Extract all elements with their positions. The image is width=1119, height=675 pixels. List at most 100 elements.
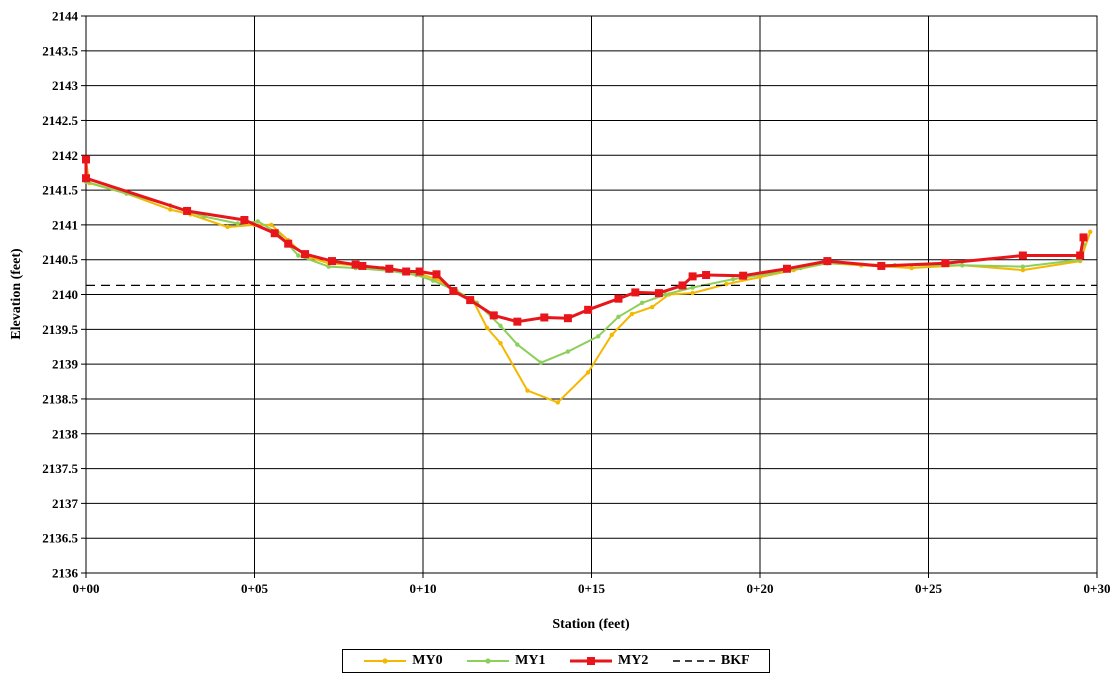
cross-section-chart: 2136 2136.5 2137 2137.5 2138 2138.5 2139 2139.5… (9, 9, 1111, 633)
data-point-my2 (540, 313, 549, 322)
data-point-my1 (235, 221, 240, 226)
y-tick-label: 2138 (52, 426, 79, 441)
data-point-my1 (498, 323, 503, 329)
data-point-my2 (782, 264, 791, 273)
data-point-my2 (82, 155, 90, 164)
y-tick-label: 2144 (52, 9, 79, 24)
legend-swatch-my0 (364, 658, 407, 664)
data-point-my0 (629, 311, 635, 317)
y-tick-label: 2140.5 (42, 252, 78, 267)
data-point-my2 (270, 229, 279, 238)
data-point-my2 (614, 294, 623, 303)
data-point-my1 (430, 278, 436, 283)
data-point-my0 (269, 222, 274, 228)
x-tick-label: 0+00 (73, 581, 100, 596)
data-point-my0 (1088, 229, 1093, 235)
data-point-my0 (690, 290, 695, 296)
data-point-my2 (877, 261, 886, 270)
y-tick-label: 2138.5 (42, 391, 78, 406)
y-tick-label: 2142 (52, 148, 78, 163)
legend-label-my2: MY2 (618, 653, 649, 668)
y-tick-label: 2140 (52, 287, 78, 302)
data-point-my0 (555, 400, 560, 405)
data-point-my0 (1020, 267, 1026, 273)
data-point-my1 (1020, 264, 1026, 269)
y-tick-label: 2137.5 (42, 461, 78, 476)
data-point-my2 (654, 289, 663, 298)
data-point-my2 (358, 261, 367, 270)
x-axis-title: Station (feet) (552, 617, 630, 632)
data-point-my1 (565, 349, 571, 354)
data-point-my0 (525, 388, 530, 393)
data-point-my2 (1076, 251, 1085, 260)
x-tick-label: 0+10 (410, 581, 437, 596)
data-point-my1 (326, 264, 331, 269)
data-point-my2 (688, 272, 697, 281)
legend-item-bkf: BKF (671, 653, 750, 669)
data-point-my1 (960, 263, 965, 268)
y-tick-label: 2136 (52, 566, 79, 581)
legend-swatch-my2 (570, 657, 613, 665)
data-point-my2 (631, 288, 640, 297)
y-tick-label: 2136.5 (42, 531, 78, 546)
data-point-my2 (563, 314, 572, 323)
legend-item-my1: MY1 (465, 653, 545, 669)
x-tick-label: 0+25 (915, 581, 942, 596)
data-point-my1 (690, 285, 695, 290)
x-tick-label: 0+05 (241, 581, 268, 596)
data-point-my2 (584, 305, 593, 314)
data-point-my2 (823, 257, 832, 266)
data-point-my0 (168, 207, 173, 212)
data-point-my0 (724, 281, 729, 287)
data-point-my2 (301, 250, 310, 259)
data-point-my2 (466, 296, 475, 305)
data-point-my1 (515, 342, 520, 347)
data-point-my0 (484, 325, 490, 331)
data-point-my2 (415, 267, 424, 276)
data-point-my2 (1018, 251, 1027, 260)
data-point-my2 (449, 287, 458, 296)
data-point-my2 (1079, 233, 1088, 242)
y-axis-title: Elevation (feet) (9, 248, 24, 340)
y-tick-label: 2143.5 (42, 43, 78, 58)
data-point-my0 (609, 332, 614, 338)
data-point-my2 (328, 257, 337, 266)
y-tick-label: 2141 (52, 217, 78, 232)
x-tick-label: 0+30 (1084, 581, 1111, 596)
legend-label-my1: MY1 (515, 653, 546, 668)
data-point-my2 (240, 216, 249, 225)
data-point-my2 (678, 281, 687, 290)
series-my2 (82, 155, 1088, 326)
legend-swatch-bkf (672, 660, 715, 662)
data-point-my1 (538, 360, 544, 365)
data-point-my1 (255, 219, 261, 224)
data-point-my2 (402, 267, 411, 276)
data-point-my2 (941, 259, 950, 268)
series-my1 (83, 179, 1086, 365)
series-group (82, 155, 1097, 405)
x-tick-label: 0+20 (747, 581, 774, 596)
legend: MY0 MY1 MY2 BKF (342, 649, 770, 673)
legend-swatch-my1 (467, 658, 510, 664)
y-tick-label: 2141.5 (42, 183, 78, 198)
legend-label-my0: MY0 (412, 653, 443, 668)
data-point-my2 (513, 317, 522, 326)
data-point-my1 (663, 292, 668, 297)
data-point-my2 (82, 174, 90, 183)
x-axis-ticks: 0+00 0+05 0+10 0+15 0+20 0+25 0+30 (73, 573, 1111, 596)
data-point-my1 (730, 276, 736, 282)
data-point-my2 (432, 270, 441, 279)
data-point-my2 (183, 206, 192, 215)
data-point-my1 (616, 314, 621, 319)
data-point-my2 (702, 271, 711, 280)
data-point-my0 (909, 265, 914, 271)
data-point-my0 (498, 341, 503, 346)
data-point-my2 (351, 260, 360, 269)
y-tick-label: 2137 (52, 496, 79, 511)
y-tick-label: 2139 (52, 357, 79, 372)
data-point-my1 (639, 300, 645, 306)
data-point-my1 (201, 214, 207, 219)
legend-item-my0: MY0 (362, 653, 443, 669)
y-axis-ticks: 2136 2136.5 2137 2137.5 2138 2138.5 2139 2139.5… (42, 9, 86, 581)
legend-label-bkf: BKF (720, 653, 750, 668)
